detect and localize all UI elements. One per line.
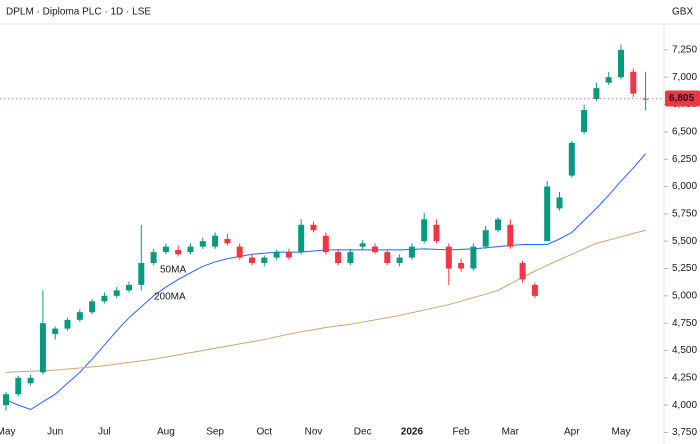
candle-body — [618, 49, 624, 78]
candle-body — [605, 77, 612, 83]
candle-body — [581, 110, 588, 132]
last-price-label: 6,805 — [669, 93, 694, 104]
candle-body — [593, 88, 600, 100]
candle-body — [384, 252, 391, 264]
candle-body — [64, 319, 71, 329]
y-tick-label: 4,000 — [672, 400, 697, 411]
candle-body — [630, 71, 637, 94]
y-tick-label: 5,500 — [672, 236, 697, 247]
candle-body — [347, 252, 354, 264]
candle-body — [15, 377, 22, 395]
candle-body — [113, 290, 120, 296]
x-tick-label: Dec — [354, 427, 372, 438]
candle-body — [310, 224, 317, 231]
x-tick-label: Jun — [47, 427, 63, 438]
ma-label: 200MA — [154, 292, 186, 303]
candle-body — [162, 246, 169, 253]
candle-body — [126, 284, 132, 291]
y-tick-label: 6,250 — [672, 154, 697, 165]
candle-body — [458, 263, 465, 269]
candle-body — [556, 197, 563, 209]
candle-body — [236, 246, 243, 258]
y-tick-label: 5,000 — [672, 290, 697, 301]
y-tick-label: 4,250 — [672, 372, 697, 383]
candle-body — [470, 246, 477, 269]
y-tick-label: 3,750 — [672, 427, 697, 438]
ma-label: 50MA — [160, 265, 186, 276]
y-tick-label: 4,500 — [672, 345, 697, 356]
candle-body — [568, 142, 575, 176]
candle-body — [335, 252, 342, 264]
y-tick-label: 4,750 — [672, 318, 697, 329]
x-tick-label: Oct — [257, 427, 273, 438]
y-tick-label: 5,750 — [672, 208, 697, 219]
candle-body — [175, 249, 182, 255]
x-tick-label: May — [0, 427, 15, 438]
candle-body — [138, 263, 145, 285]
y-tick-label: 6,500 — [672, 127, 697, 138]
candle-body — [359, 243, 366, 247]
candle-body — [445, 246, 452, 269]
candle-body — [642, 98, 649, 100]
candle-body — [519, 263, 526, 280]
candle-body — [39, 323, 46, 373]
candle-body — [187, 246, 194, 253]
candle-body — [421, 219, 428, 242]
candle-body — [285, 252, 292, 258]
x-tick-label: Apr — [564, 427, 580, 438]
candle-body — [408, 246, 415, 258]
x-tick-label: Nov — [305, 427, 323, 438]
currency: GBX — [672, 7, 693, 18]
candle-body — [150, 252, 157, 264]
candle-body — [249, 257, 255, 264]
candle-body — [372, 246, 378, 253]
y-tick-label: 5,250 — [672, 263, 697, 274]
candle-body — [212, 235, 219, 247]
candle-body — [495, 219, 501, 231]
y-tick-label: 6,000 — [672, 181, 697, 192]
candle-body — [3, 394, 9, 406]
candle-body — [396, 257, 403, 264]
candle-body — [89, 301, 96, 313]
candle-body — [507, 224, 514, 247]
y-tick-label: 7,000 — [672, 72, 697, 83]
candle-body — [544, 186, 551, 242]
candle-body — [298, 224, 305, 253]
x-tick-label: Sep — [206, 427, 224, 438]
x-tick-label: May — [612, 427, 631, 438]
candle-body — [101, 295, 108, 302]
candle-body — [482, 230, 489, 247]
candle-body — [261, 257, 268, 264]
candle-body — [322, 235, 329, 253]
candle-body — [433, 224, 440, 242]
y-tick-label: 7,250 — [672, 45, 697, 56]
candle-body — [273, 252, 280, 258]
x-tick-label: Jul — [98, 427, 111, 438]
moving-average — [5, 229, 646, 373]
candle-body — [224, 238, 231, 244]
chart-title: DPLM · Diploma PLC · 1D · LSE — [6, 7, 151, 18]
x-tick-label: Feb — [452, 427, 470, 438]
candle-body — [27, 377, 34, 384]
candle-body — [199, 241, 206, 247]
candle-body — [76, 312, 83, 320]
x-tick-label: 2026 — [401, 427, 424, 438]
x-tick-label: Aug — [157, 427, 175, 438]
candle-body — [531, 284, 538, 296]
last-price-badge — [665, 90, 700, 107]
candle-body — [52, 328, 59, 335]
x-tick-label: Mar — [502, 427, 520, 438]
